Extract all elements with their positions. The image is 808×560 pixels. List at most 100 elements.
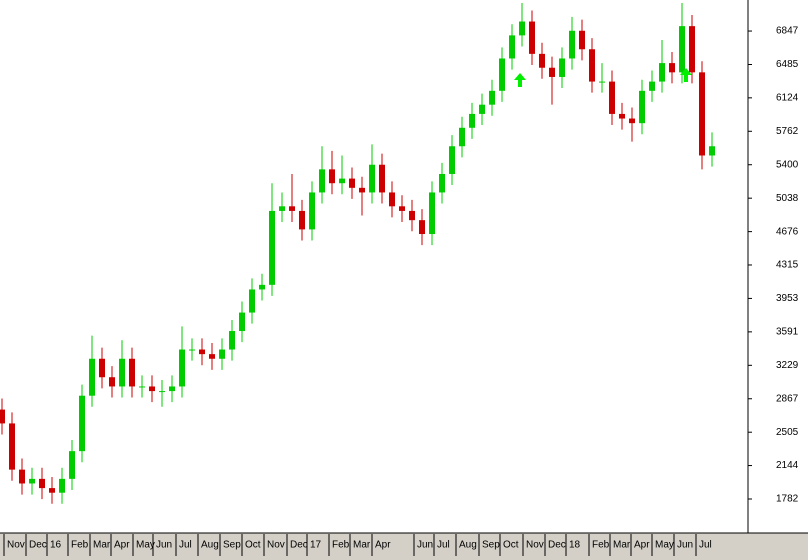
- candle-body: [439, 173, 445, 193]
- x-tick-label: Mar: [613, 540, 631, 551]
- candle-body: [549, 67, 555, 77]
- candle-body: [629, 118, 635, 124]
- y-tick-label: 5038: [776, 193, 799, 204]
- x-tick-label: Mar: [353, 540, 371, 551]
- x-tick-label: Apr: [634, 540, 650, 551]
- x-tick-label: Feb: [332, 540, 350, 551]
- x-tick-label: Dec: [29, 540, 47, 551]
- candle-body: [519, 21, 525, 36]
- x-tick-label: Sep: [482, 540, 500, 551]
- candle-body: [49, 488, 55, 493]
- y-tick-label: 6124: [776, 92, 799, 103]
- x-tick-label: May: [655, 540, 674, 551]
- candle-body: [179, 349, 185, 387]
- candle-body: [649, 81, 655, 91]
- y-tick-label: 5400: [776, 159, 799, 170]
- x-tick-label: 16: [50, 540, 62, 551]
- candle-body: [529, 21, 535, 54]
- candle-body: [139, 386, 145, 388]
- candle-body: [579, 30, 585, 50]
- x-tick-label: Jul: [179, 540, 192, 551]
- candle-body: [699, 72, 705, 156]
- plot: [0, 3, 715, 504]
- y-tick-label: 2867: [776, 393, 799, 404]
- candle-body: [159, 391, 165, 393]
- candle-body: [589, 49, 595, 82]
- candle-body: [539, 53, 545, 68]
- y-tick-label: 4676: [776, 226, 799, 237]
- candle-body: [309, 192, 315, 230]
- candle-body: [499, 58, 505, 91]
- x-tick-label: Nov: [7, 540, 25, 551]
- x-tick-label: Dec: [548, 540, 566, 551]
- candle-body: [249, 289, 255, 313]
- x-tick-label: 18: [569, 540, 581, 551]
- x-tick-label: Mar: [93, 540, 111, 551]
- x-tick-label: Nov: [267, 540, 285, 551]
- candle-body: [689, 26, 695, 73]
- y-tick-label: 6847: [776, 26, 799, 37]
- candle-body: [329, 169, 335, 184]
- candle-body: [79, 395, 85, 452]
- buy-arrow: [680, 68, 692, 82]
- candle-body: [149, 386, 155, 392]
- candle-body: [19, 469, 25, 484]
- candle-body: [449, 146, 455, 174]
- x-tick-label: May: [136, 540, 155, 551]
- y-tick-label: 3229: [776, 360, 799, 371]
- candle-body: [39, 478, 45, 489]
- x-tick-label: Nov: [526, 540, 544, 551]
- candle-body: [59, 478, 65, 493]
- candle-body: [489, 90, 495, 105]
- candle-body: [0, 409, 5, 424]
- candle-body: [239, 312, 245, 332]
- candle-body: [169, 386, 175, 392]
- x-tick-label: Aug: [201, 540, 219, 551]
- candle-body: [659, 63, 665, 82]
- candle-body: [679, 26, 685, 73]
- candle-body: [189, 349, 195, 351]
- candle-body: [459, 127, 465, 147]
- x-tick-label: Aug: [459, 540, 477, 551]
- y-tick-label: 2505: [776, 427, 799, 438]
- x-tick-label: Jun: [417, 540, 433, 551]
- candle-body: [319, 169, 325, 193]
- candle-body: [129, 358, 135, 387]
- candle-body: [559, 58, 565, 77]
- candle-body: [509, 35, 515, 59]
- candle-body: [299, 210, 305, 230]
- candle-body: [639, 90, 645, 124]
- candle-body: [429, 192, 435, 235]
- candle-body: [359, 187, 365, 193]
- x-tick-label: Oct: [503, 540, 519, 551]
- candle-body: [399, 206, 405, 211]
- candle-body: [619, 113, 625, 119]
- x-tick-label: 17: [310, 540, 322, 551]
- candle-body: [409, 210, 415, 221]
- x-tick-label: Sep: [223, 540, 241, 551]
- candle-body: [569, 30, 575, 59]
- candle-body: [119, 358, 125, 387]
- candle-body: [209, 354, 215, 359]
- x-tick-label: Jun: [677, 540, 693, 551]
- y-tick-label: 3591: [776, 327, 799, 338]
- candle-body: [229, 331, 235, 350]
- candle-body: [369, 164, 375, 193]
- candle-body: [269, 210, 275, 285]
- candle-body: [69, 451, 75, 479]
- candle-body: [479, 104, 485, 114]
- candle-body: [709, 146, 715, 156]
- x-tick-label: Apr: [375, 540, 391, 551]
- candle-body: [9, 423, 15, 470]
- candle-body: [669, 63, 675, 73]
- candle-body: [469, 113, 475, 128]
- y-tick-label: 1782: [776, 494, 799, 505]
- candle-body: [279, 206, 285, 211]
- buy-arrow: [514, 73, 526, 87]
- candle-body: [259, 284, 265, 290]
- candle-body: [29, 478, 35, 484]
- x-tick-label: Feb: [71, 540, 89, 551]
- y-tick-label: 4315: [776, 260, 799, 271]
